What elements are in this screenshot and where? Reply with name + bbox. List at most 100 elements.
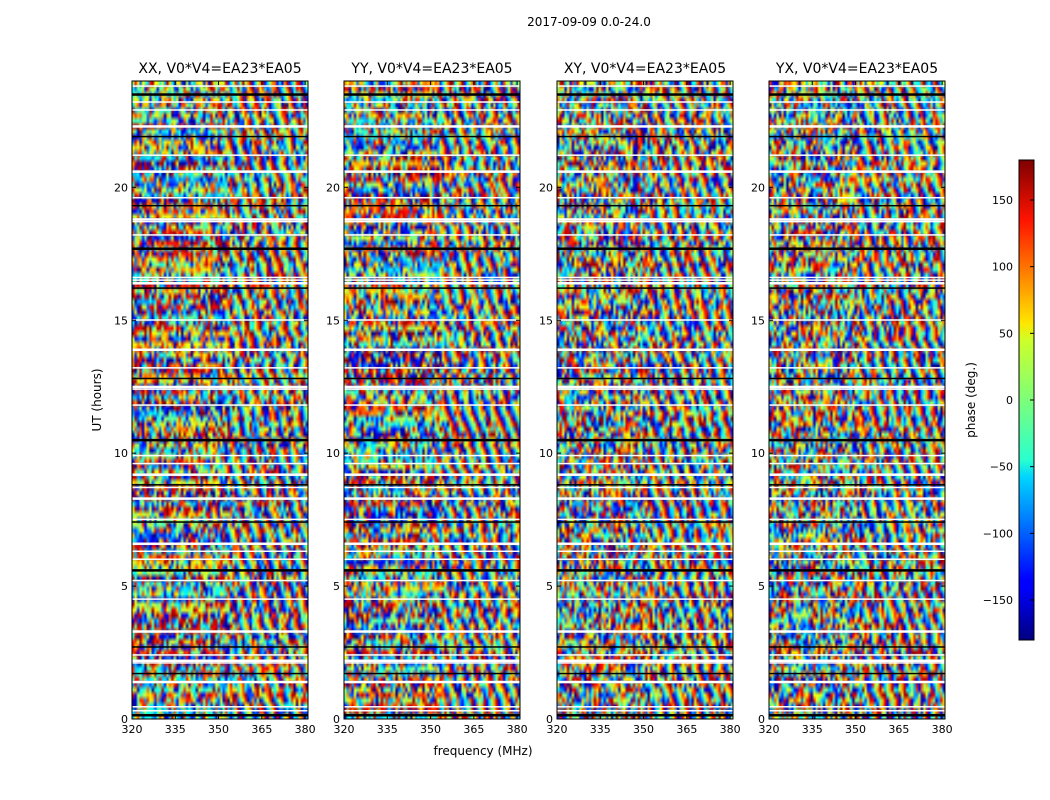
x-tick-label: 335 [377, 723, 398, 736]
flag-line [557, 714, 733, 717]
flag-line [132, 484, 308, 486]
panel-title: XX, V0*V4=EA23*EA05 [138, 61, 301, 77]
flag-line [344, 710, 520, 712]
panel-frame [131, 80, 309, 720]
flag-line [132, 542, 308, 546]
flag-line [557, 287, 733, 289]
x-tick-label: 380 [720, 723, 741, 736]
flag-line [132, 234, 308, 236]
flag-line [344, 438, 520, 442]
flag-line [769, 170, 945, 173]
flag-line [132, 438, 308, 442]
flag-line [132, 404, 308, 406]
flag-line [769, 462, 945, 465]
flag-line [769, 377, 945, 380]
flag-line [557, 377, 733, 380]
flag-line [132, 630, 308, 633]
flag-line [557, 279, 733, 281]
y-tick-label: 15 [751, 314, 765, 327]
flag-line [344, 234, 520, 236]
flag-line [769, 646, 945, 648]
flag-line [557, 710, 733, 712]
flag-line [344, 85, 520, 87]
x-tick-label: 380 [295, 723, 316, 736]
flag-line [132, 385, 308, 389]
flag-line [557, 170, 733, 173]
x-tick-label: 380 [507, 723, 528, 736]
flag-line [769, 125, 945, 128]
flag-line [344, 630, 520, 633]
flag-line [769, 385, 945, 389]
flag-line [132, 125, 308, 128]
x-tick-label: 350 [420, 723, 441, 736]
flag-line [132, 486, 308, 489]
flag-line [344, 542, 520, 546]
flag-line [769, 388, 945, 390]
flag-line [769, 659, 945, 663]
flag-line [769, 196, 945, 199]
x-tick-label: 350 [845, 723, 866, 736]
flag-line [557, 109, 733, 111]
flag-line [344, 706, 520, 708]
y-tick-label: 15 [326, 314, 340, 327]
flag-line [132, 454, 308, 457]
flag-line [132, 680, 308, 684]
panel-yy: YY, V0*V4=EA23*EA05 320 335 350 365 380 0 5 10 15… [326, 61, 528, 736]
flag-line [769, 497, 945, 500]
flag-line [344, 672, 520, 675]
panels-group: XX, V0*V4=EA23*EA05 320 335 350 365 380 0 5 10 15… [114, 61, 953, 736]
y-tick-label: 20 [751, 181, 765, 194]
flag-line [344, 101, 520, 103]
flag-line [557, 93, 733, 96]
panel-xy: XY, V0*V4=EA23*EA05 320 335 350 365 380 0 5 10 15… [539, 61, 741, 736]
flag-line [769, 486, 945, 489]
flag-line [769, 454, 945, 457]
panel-yx: YX, V0*V4=EA23*EA05 320 335 350 365 380 0 5 10 15… [751, 61, 953, 736]
flag-line [344, 170, 520, 173]
flag-line [769, 279, 945, 281]
flag-line [132, 101, 308, 103]
x-tick-label: 320 [547, 723, 568, 736]
flag-line [557, 579, 733, 582]
flag-line [344, 377, 520, 380]
flag-line [557, 196, 733, 199]
flag-line [344, 646, 520, 648]
flag-line [557, 282, 733, 285]
flag-line [557, 367, 733, 369]
flag-line [557, 654, 733, 656]
flag-line [557, 659, 733, 663]
flag-line [344, 279, 520, 281]
flag-line [769, 367, 945, 369]
flag-line [769, 282, 945, 285]
flag-line [557, 234, 733, 236]
y-tick-label: 5 [121, 580, 128, 593]
x-tick-label: 365 [676, 723, 697, 736]
y-tick-label: 15 [539, 314, 553, 327]
flag-line [344, 287, 520, 289]
flag-line [344, 473, 520, 476]
y-tick-label: 10 [326, 447, 340, 460]
colorbar-tick-label: −100 [983, 527, 1013, 540]
x-tick-label: 320 [759, 723, 780, 736]
flag-line [132, 196, 308, 199]
flag-line [557, 706, 733, 708]
flag-line [132, 659, 308, 663]
flag-line [769, 204, 945, 207]
colorbar-ticks: 150 100 50 0 −50 −100 −150 [983, 194, 1034, 607]
flag-line [344, 579, 520, 582]
flag-line [557, 135, 733, 138]
x-tick-label: 365 [463, 723, 484, 736]
colorbar-tick-label: 150 [992, 194, 1013, 207]
flag-line [132, 220, 308, 223]
flag-line [557, 662, 733, 664]
flag-line [344, 282, 520, 285]
flag-line [132, 348, 308, 351]
flag-line [344, 598, 520, 600]
flag-line [344, 93, 520, 96]
flag-line [344, 388, 520, 390]
x-tick-label: 380 [932, 723, 953, 736]
flag-line [344, 486, 520, 489]
flag-line [769, 706, 945, 708]
panel-xx: XX, V0*V4=EA23*EA05 320 335 350 365 380 0 5 10 15… [114, 61, 316, 736]
flag-line [557, 454, 733, 457]
